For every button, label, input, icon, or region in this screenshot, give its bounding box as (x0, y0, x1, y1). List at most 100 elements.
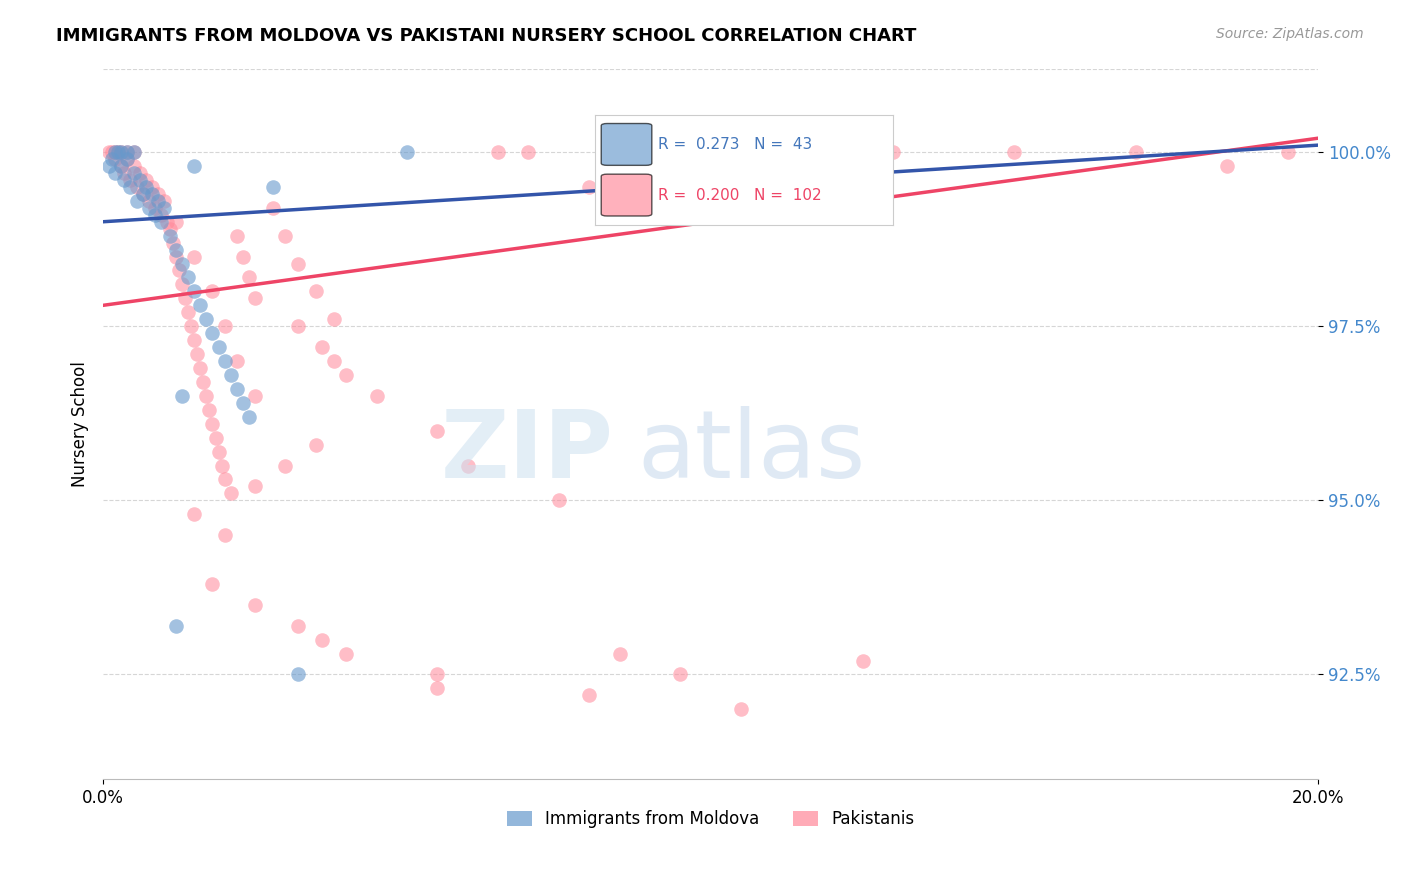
Point (669, 667, 692, 681)
Point (578, 180, 600, 194)
Point (138, 194, 160, 208)
Point (214, 528, 236, 542)
Point (201, 577, 224, 591)
Point (225, 228, 247, 243)
Point (193, 375, 215, 389)
Point (128, 166, 150, 180)
Point (135, 180, 157, 194)
Point (177, 305, 200, 319)
Point (98, 145, 121, 160)
Point (305, 437, 328, 451)
Y-axis label: Nursery School: Nursery School (72, 360, 89, 487)
Text: IMMIGRANTS FROM MOLDOVA VS PAKISTANI NURSERY SCHOOL CORRELATION CHART: IMMIGRANTS FROM MOLDOVA VS PAKISTANI NUR… (56, 27, 917, 45)
Point (274, 228, 297, 243)
Point (188, 298, 211, 312)
Point (172, 389, 194, 403)
Point (165, 243, 187, 257)
Point (311, 340, 333, 354)
Text: Source: ZipAtlas.com: Source: ZipAtlas.com (1216, 27, 1364, 41)
Point (366, 389, 388, 403)
Point (120, 180, 142, 194)
Point (211, 458, 233, 473)
Point (219, 368, 242, 382)
Point (120, 173, 142, 187)
Point (122, 145, 145, 160)
Point (153, 201, 176, 215)
Point (146, 186, 169, 201)
Point (287, 256, 309, 270)
Point (117, 152, 139, 166)
Point (177, 270, 200, 285)
Point (104, 166, 127, 180)
Point (1216, 159, 1239, 173)
Point (117, 145, 139, 160)
Point (195, 389, 218, 403)
Point (238, 409, 260, 424)
Point (156, 215, 179, 229)
Point (262, 201, 284, 215)
Point (110, 159, 132, 173)
Point (107, 145, 129, 160)
Point (186, 347, 208, 361)
Point (112, 166, 135, 180)
Point (165, 215, 187, 229)
Point (232, 250, 254, 264)
Point (395, 145, 418, 160)
Point (141, 186, 163, 201)
Point (149, 215, 172, 229)
Point (101, 152, 124, 166)
Point (201, 417, 224, 431)
Point (457, 458, 479, 473)
Point (117, 145, 139, 160)
Point (761, 159, 783, 173)
Point (1125, 145, 1147, 160)
Point (122, 145, 145, 160)
Legend: Immigrants from Moldova, Pakistanis: Immigrants from Moldova, Pakistanis (501, 803, 921, 835)
Point (232, 396, 254, 410)
Point (547, 493, 569, 508)
Point (112, 173, 135, 187)
Point (138, 201, 160, 215)
Point (159, 228, 181, 243)
Text: ZIP: ZIP (440, 406, 613, 498)
Point (486, 145, 509, 160)
Point (204, 431, 226, 445)
Point (219, 486, 242, 500)
Point (243, 598, 266, 612)
Point (225, 382, 247, 396)
Point (311, 632, 333, 647)
Point (323, 354, 346, 368)
Point (287, 319, 309, 334)
Point (131, 186, 153, 201)
Point (104, 145, 127, 160)
Point (1004, 145, 1026, 160)
Point (188, 361, 211, 376)
Point (214, 319, 236, 334)
Point (183, 508, 205, 522)
Point (214, 472, 236, 486)
Point (195, 312, 218, 326)
Point (122, 166, 145, 180)
Point (243, 389, 266, 403)
Point (274, 458, 297, 473)
Point (174, 291, 197, 305)
Point (882, 145, 904, 160)
Point (578, 689, 600, 703)
Point (243, 291, 266, 305)
Point (207, 340, 229, 354)
Point (730, 702, 752, 716)
Point (153, 194, 176, 208)
Point (238, 270, 260, 285)
Point (517, 145, 540, 160)
Point (104, 145, 127, 160)
Text: atlas: atlas (638, 406, 866, 498)
Point (201, 285, 224, 299)
Point (125, 194, 148, 208)
Point (159, 221, 181, 235)
Point (852, 653, 875, 667)
Point (426, 667, 449, 681)
Point (287, 667, 309, 681)
Point (183, 159, 205, 173)
Point (305, 285, 328, 299)
Point (609, 647, 631, 661)
